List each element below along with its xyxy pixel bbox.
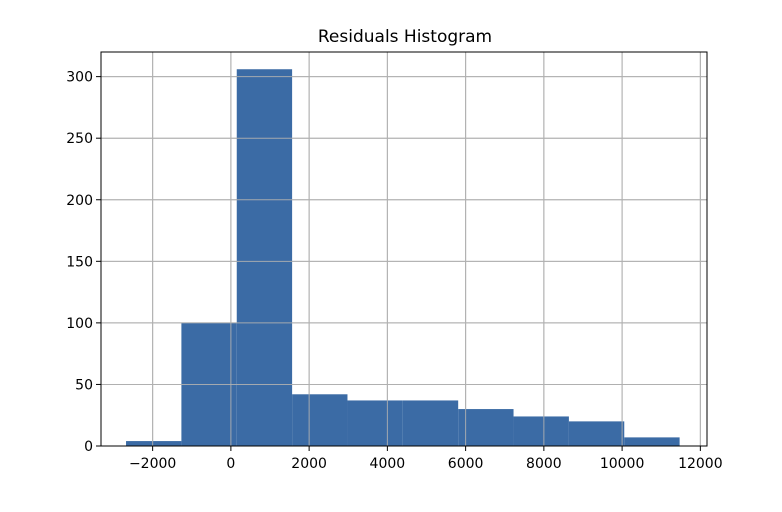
histogram-bar	[347, 400, 403, 446]
x-tick-label: 10000	[600, 456, 645, 472]
x-tick-label: 12000	[678, 456, 723, 472]
y-tick-label: 100	[66, 316, 93, 332]
x-tick-label: 6000	[448, 456, 484, 472]
histogram-bar	[513, 416, 569, 446]
histogram-bar	[568, 421, 625, 446]
histogram-bar	[624, 437, 680, 446]
histogram-bar	[126, 441, 182, 446]
y-tick-label: 200	[66, 193, 93, 209]
x-axis-ticks: −2000 0 2000 4000 6000 8000 10000 12000	[129, 446, 723, 472]
histogram-bars	[101, 52, 707, 447]
x-tick-label: 2000	[291, 456, 327, 472]
y-tick-label: 250	[66, 131, 93, 147]
histogram-bar	[236, 69, 293, 447]
axes	[100, 51, 708, 447]
x-tick-label: 4000	[370, 456, 406, 472]
y-tick-label: 0	[84, 439, 93, 455]
y-tick-label: 150	[66, 254, 93, 270]
histogram-bar	[402, 400, 459, 446]
y-tick-label: 300	[66, 70, 93, 86]
x-tick-label: −2000	[129, 456, 176, 472]
histogram-bar	[292, 394, 348, 446]
x-tick-label: 8000	[526, 456, 562, 472]
axes-frame	[100, 51, 708, 447]
chart-title: Residuals Histogram	[318, 27, 492, 47]
histogram-bar	[458, 409, 514, 446]
y-axis-ticks: 0 50 100 150 200 250 300	[66, 70, 101, 455]
y-tick-label: 50	[75, 377, 93, 393]
x-tick-label: 0	[226, 456, 235, 472]
